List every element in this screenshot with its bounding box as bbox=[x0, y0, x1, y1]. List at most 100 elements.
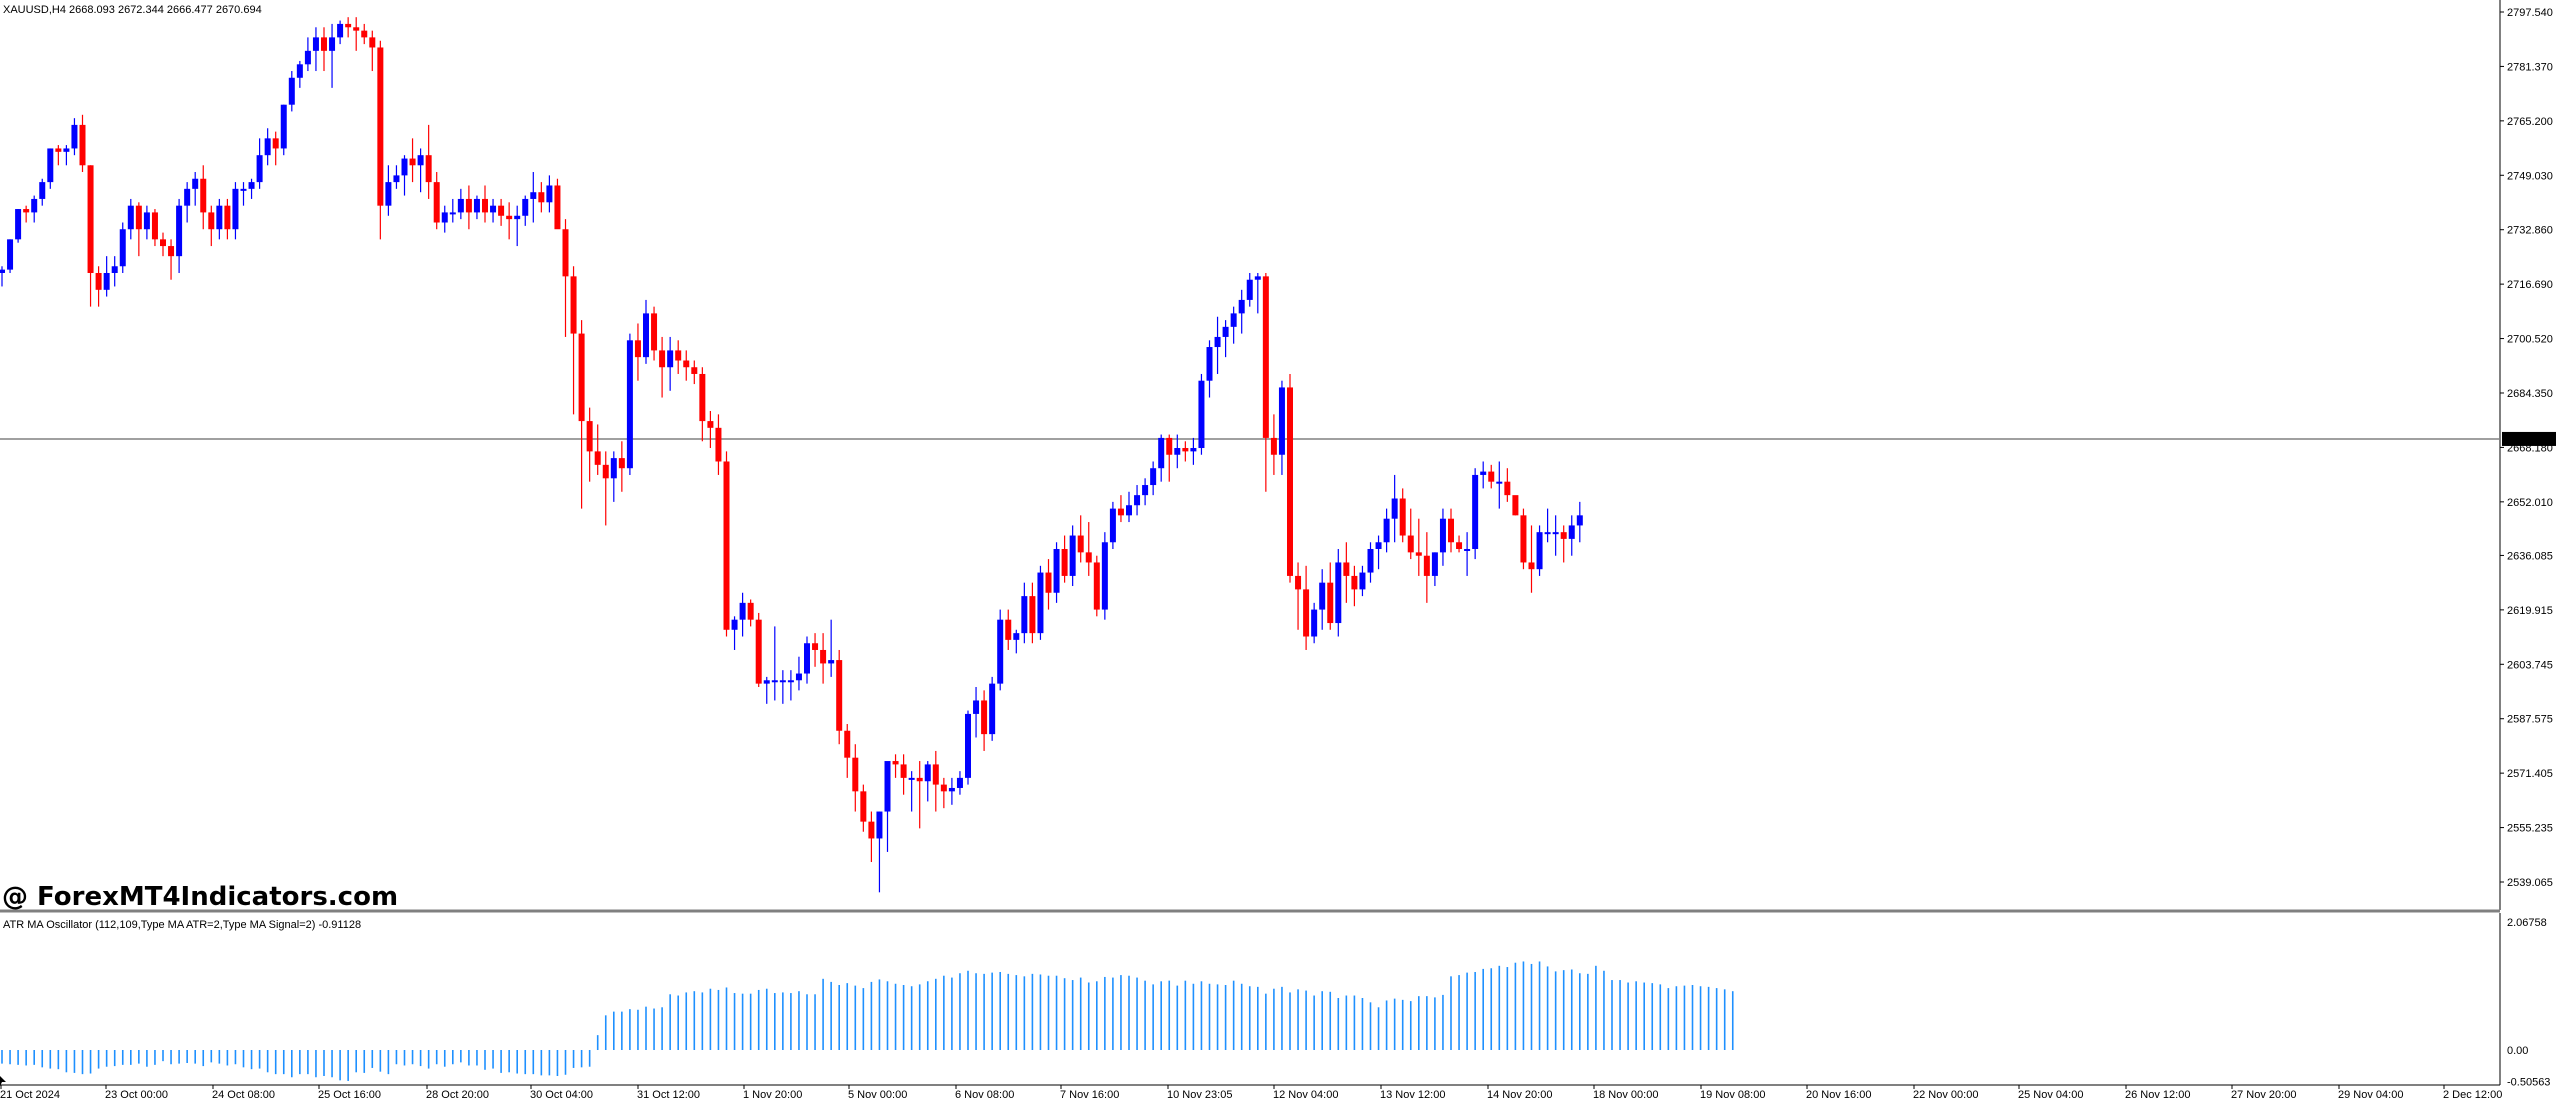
price-tick-label: 2539.065 bbox=[2507, 877, 2553, 889]
candle bbox=[1254, 272, 1261, 314]
candle bbox=[602, 451, 609, 526]
candle bbox=[224, 198, 231, 240]
candle-body bbox=[345, 23, 352, 28]
candle-body bbox=[1464, 548, 1471, 551]
candle bbox=[667, 336, 674, 391]
candle bbox=[1021, 582, 1028, 644]
time-tick-label: 12 Nov 04:00 bbox=[1273, 1089, 1338, 1101]
candle bbox=[1576, 501, 1583, 543]
candle-body bbox=[1528, 562, 1535, 570]
candle bbox=[1311, 602, 1318, 644]
candle bbox=[973, 686, 980, 738]
candle-body bbox=[1456, 542, 1463, 549]
candle bbox=[1552, 515, 1559, 556]
candle-body bbox=[1512, 495, 1519, 516]
candle-body bbox=[699, 373, 706, 422]
candle-body bbox=[127, 205, 134, 230]
candle-body bbox=[280, 104, 287, 149]
candle bbox=[795, 656, 802, 691]
candle bbox=[393, 165, 400, 189]
candle-body bbox=[940, 784, 947, 792]
candle-body bbox=[1351, 575, 1358, 590]
candle-body bbox=[997, 619, 1004, 684]
candle bbox=[1536, 525, 1543, 576]
candle-body bbox=[522, 198, 529, 216]
candle-body bbox=[1303, 589, 1310, 637]
candle-body bbox=[1166, 437, 1173, 455]
candle bbox=[691, 360, 698, 385]
candle bbox=[836, 649, 843, 745]
candle bbox=[256, 138, 263, 189]
candle-body bbox=[1077, 535, 1084, 553]
candle-body bbox=[844, 730, 851, 758]
candle-body bbox=[1142, 485, 1149, 496]
candle-body bbox=[924, 764, 931, 782]
candle-body bbox=[747, 602, 754, 620]
candle bbox=[272, 131, 279, 166]
candle-body bbox=[634, 340, 641, 358]
candle-body bbox=[1375, 542, 1382, 549]
candle-body bbox=[530, 192, 537, 199]
oscillator-panel[interactable]: ATR MA Oscillator (112,109,Type MA ATR=2… bbox=[1, 913, 2550, 1088]
candle bbox=[715, 414, 722, 475]
candle bbox=[160, 232, 166, 257]
candle-body bbox=[1504, 481, 1511, 496]
time-tick-label: 24 Oct 08:00 bbox=[212, 1089, 275, 1101]
candle-body bbox=[151, 212, 158, 240]
candle bbox=[1190, 437, 1197, 465]
candle bbox=[248, 178, 255, 199]
candle bbox=[900, 754, 907, 795]
candle-body bbox=[79, 124, 86, 166]
price-tick-label: 2684.350 bbox=[2507, 388, 2553, 400]
oscillator-title: ATR MA Oscillator (112,109,Type MA ATR=2… bbox=[3, 919, 361, 931]
candle bbox=[1303, 565, 1310, 650]
candle-body bbox=[449, 212, 456, 215]
candle bbox=[1142, 478, 1149, 506]
price-tick-label: 2619.915 bbox=[2507, 605, 2553, 617]
candle bbox=[514, 205, 521, 247]
candle bbox=[538, 182, 545, 213]
candle bbox=[997, 609, 1004, 691]
time-tick-label: 22 Nov 00:00 bbox=[1913, 1089, 1978, 1101]
candle-body bbox=[1230, 313, 1237, 327]
candle bbox=[1214, 316, 1221, 374]
candle bbox=[1327, 562, 1334, 630]
candle bbox=[127, 198, 134, 240]
candle-body bbox=[1117, 508, 1124, 516]
candle bbox=[1351, 565, 1358, 607]
candle-body bbox=[836, 660, 843, 731]
candle bbox=[1053, 542, 1060, 603]
time-tick-label: 14 Nov 20:00 bbox=[1487, 1089, 1552, 1101]
candle-body bbox=[224, 205, 231, 230]
candle-body bbox=[594, 451, 601, 465]
candle-body bbox=[1190, 448, 1197, 452]
candle bbox=[1262, 272, 1269, 492]
candle bbox=[168, 239, 175, 280]
price-panel[interactable]: 2797.540 2781.370 2765.200 2749.030 2732.860… bbox=[0, 0, 2556, 912]
candle-body bbox=[900, 764, 907, 778]
candle bbox=[804, 636, 810, 684]
candle-body bbox=[715, 427, 722, 462]
time-tick-label: 27 Nov 20:00 bbox=[2231, 1089, 2296, 1101]
candle bbox=[570, 266, 577, 415]
candle-body bbox=[401, 158, 408, 176]
candle-body bbox=[1021, 596, 1028, 634]
time-tick-label: 29 Nov 04:00 bbox=[2338, 1089, 2403, 1101]
candle-body bbox=[240, 188, 247, 191]
candle bbox=[385, 165, 392, 216]
candle-body bbox=[1085, 552, 1092, 563]
candle-body bbox=[860, 791, 867, 822]
candle bbox=[554, 178, 561, 230]
candle bbox=[1439, 508, 1446, 566]
candle bbox=[562, 219, 569, 337]
candle bbox=[1343, 542, 1350, 603]
candle-body bbox=[828, 660, 835, 664]
time-axis-ticks: 21 Oct 2024 23 Oct 00:00 24 Oct 08:00 25 Oc… bbox=[0, 1085, 2502, 1101]
candle bbox=[659, 336, 666, 398]
candle-body bbox=[361, 30, 368, 38]
candle bbox=[723, 451, 730, 637]
time-tick-label: 20 Nov 16:00 bbox=[1806, 1089, 1871, 1101]
candle-body bbox=[1496, 481, 1503, 484]
candle bbox=[425, 124, 432, 199]
